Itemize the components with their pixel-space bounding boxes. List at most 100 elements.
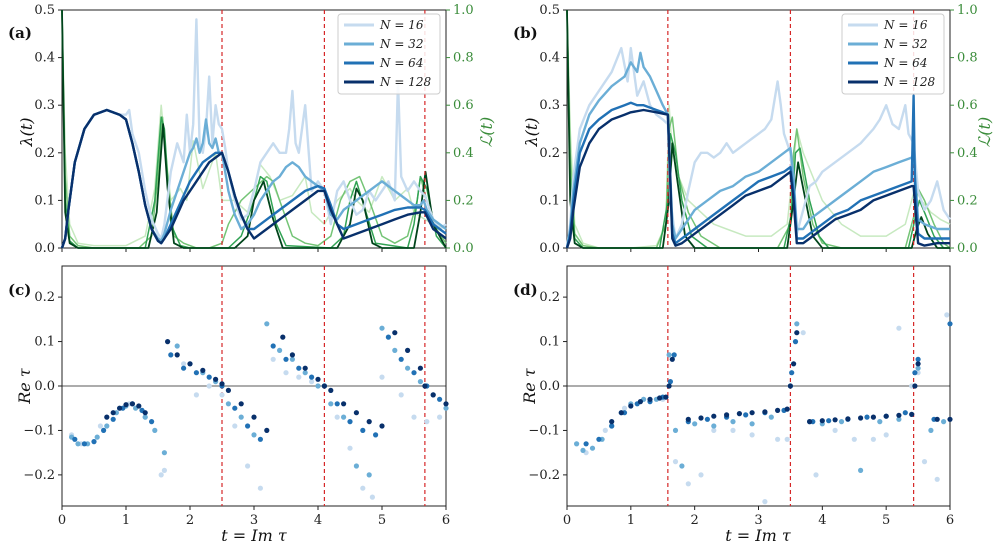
point-n32 [161,450,167,456]
point-n128 [698,415,704,421]
point-n16 [379,374,385,380]
panel-c-ylabel: Re τ [15,367,34,405]
panel-c-yticks: −0.2 −0.1 0.0 0.1 0.2 [23,290,62,483]
point-n16 [245,463,251,469]
point-n128 [213,376,219,382]
panel-a-ylabel2: ℒ(t) [477,117,496,147]
xtick-label: 5 [882,513,890,528]
ytick-label: 0.4 [539,51,560,66]
ytick2-label: 0.0 [453,241,474,256]
point-n64 [232,405,238,411]
panel-c-label: (c) [8,281,31,299]
point-n128 [379,423,385,429]
panel-c-points [69,321,449,500]
xtick-label: 6 [442,513,450,528]
point-n16 [896,325,902,331]
point-n32 [75,441,81,447]
ytick-label: 0.2 [34,290,55,305]
point-n128 [280,334,286,340]
panel-a: (a) λ(t) ℒ(t) 0.00.10.20.30.40.5 0.00.20… [8,3,496,256]
point-n32 [711,423,717,429]
point-n128 [129,401,135,407]
point-n32 [277,347,283,353]
panel-b-lines [565,46,951,249]
point-n128 [238,401,244,407]
ytick-label: 0.2 [539,146,560,161]
panel-a-yticks2: 0.0 0.2 0.4 0.6 0.8 1.0 [446,3,474,256]
point-n128 [225,387,231,393]
point-n16 [813,472,819,478]
point-n32 [574,441,580,447]
point-n16 [334,414,340,420]
point-n32 [152,427,158,433]
point-n32 [405,365,411,371]
point-n64 [283,356,289,362]
point-n16 [181,361,187,367]
point-n128 [366,419,372,425]
ytick-label: 0.1 [539,335,560,350]
point-n64 [864,414,870,420]
ytick-label: 0.3 [539,98,560,113]
xtick-label: 0 [58,513,66,528]
point-n32 [589,445,596,451]
ytick-label: 0.2 [34,146,55,161]
point-n128 [353,410,359,416]
point-n128 [819,418,825,424]
panel-d-label: (d) [513,281,538,299]
point-n128 [762,409,768,415]
point-n128 [328,387,334,393]
point-n128 [321,383,327,389]
point-n32 [666,352,672,358]
ytick2-label: 0.4 [453,146,474,161]
point-n16 [158,472,164,478]
point-n32 [174,343,180,349]
point-n16 [219,392,225,398]
point-n128 [136,403,142,409]
panel-c: (c) Re τ t = Im τ −0.2 −0.1 0.0 0.1 0.2 0 1 2 3… [8,265,450,545]
point-n64 [206,374,212,380]
point-n128 [123,402,129,408]
point-n64 [385,334,391,340]
point-n16 [602,427,608,433]
point-n128 [883,413,889,419]
point-n16 [698,472,704,478]
point-n64 [257,436,263,442]
point-n16 [870,436,877,442]
point-n64 [609,423,615,429]
point-n64 [743,412,749,418]
point-n128 [896,412,902,418]
point-n16 [621,405,628,411]
xtick-label: 6 [946,513,954,528]
ytick2-label: 0.8 [453,51,474,66]
point-n128 [422,383,428,389]
point-n128 [117,405,123,411]
point-n128 [174,352,180,358]
point-n128 [302,365,308,371]
ytick-label: 0.1 [34,335,55,350]
point-n128 [417,365,423,371]
point-n16 [296,374,302,380]
point-n16 [685,481,691,487]
legend-label-n128: N = 128 [883,75,935,89]
ytick-label: 0.5 [34,3,55,18]
point-n128 [749,410,755,416]
point-n16 [369,494,375,500]
point-n32 [794,321,800,327]
point-n128 [791,361,797,367]
point-n32 [768,414,774,420]
ytick-label: −0.2 [23,468,55,483]
point-n64 [704,416,711,422]
ytick2-label: 0.8 [957,51,978,66]
point-n128 [807,419,813,425]
point-n16 [775,436,781,442]
point-n32 [928,427,934,433]
point-n64 [110,416,116,422]
series-line-n32 [60,108,447,249]
point-n32 [679,463,685,469]
point-n128 [430,392,436,398]
point-n32 [672,427,679,433]
point-n16 [398,392,404,398]
point-n64 [789,370,795,376]
point-n128 [947,416,953,422]
point-n128 [775,407,781,413]
